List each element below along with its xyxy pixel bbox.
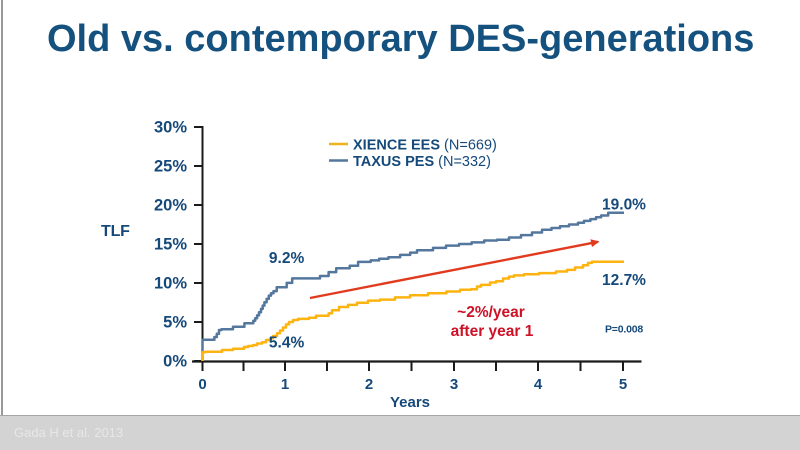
svg-text:15%: 15% <box>154 236 187 254</box>
svg-text:~2%/year: ~2%/year <box>457 304 525 321</box>
svg-text:TLF: TLF <box>101 223 130 240</box>
svg-text:3: 3 <box>450 376 458 393</box>
svg-text:TAXUS PES (N=332): TAXUS PES (N=332) <box>353 154 491 170</box>
svg-text:9.2%: 9.2% <box>269 250 305 267</box>
svg-text:0: 0 <box>198 376 206 393</box>
svg-text:after year 1: after year 1 <box>451 323 534 340</box>
svg-text:4: 4 <box>534 376 543 393</box>
svg-text:5: 5 <box>619 376 627 393</box>
svg-text:XIENCE EES (N=669): XIENCE EES (N=669) <box>353 138 497 154</box>
svg-text:P=0.008: P=0.008 <box>605 324 643 336</box>
svg-text:5.4%: 5.4% <box>269 335 305 352</box>
svg-text:10%: 10% <box>154 275 187 293</box>
svg-text:30%: 30% <box>154 119 187 137</box>
svg-text:1: 1 <box>281 376 289 393</box>
svg-text:19.0%: 19.0% <box>602 197 646 214</box>
svg-text:2: 2 <box>365 376 373 393</box>
svg-text:12.7%: 12.7% <box>602 272 646 289</box>
svg-text:5%: 5% <box>163 314 187 332</box>
svg-text:20%: 20% <box>154 197 187 215</box>
svg-text:0%: 0% <box>163 353 187 371</box>
svg-text:25%: 25% <box>154 158 187 176</box>
svg-text:Years: Years <box>390 394 430 411</box>
